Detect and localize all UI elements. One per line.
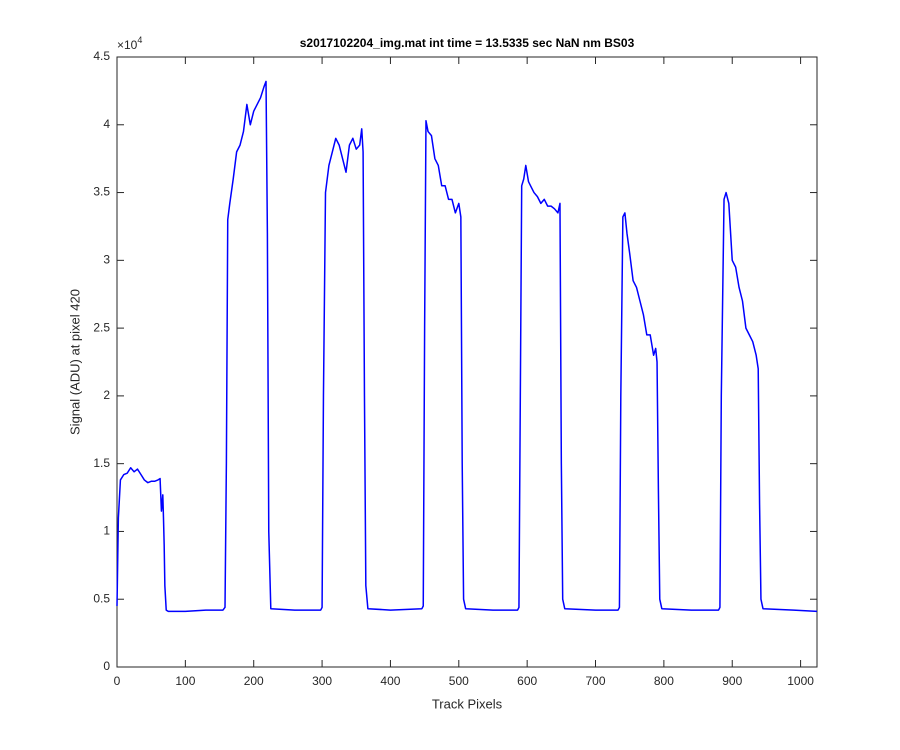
x-tick-label: 500 [449,674,469,688]
x-tick-label: 900 [722,674,742,688]
y-multiplier-base: ×10 [117,38,138,52]
x-tick-label: 100 [175,674,195,688]
y-tick-label: 4.5 [93,49,110,63]
y-tick-label: 4 [103,117,110,131]
y-multiplier: ×104 [117,35,142,52]
x-tick-label: 0 [114,674,121,688]
y-tick-label: 2 [103,388,110,402]
chart-title: s2017102204_img.mat int time = 13.5335 s… [300,36,635,50]
x-tick-label: 300 [312,674,332,688]
y-tick-label: 3 [103,253,110,267]
y-tick-label: 3.5 [93,185,110,199]
x-axis-label: Track Pixels [432,696,503,711]
x-tick-label: 400 [380,674,400,688]
y-tick-label: 0.5 [93,591,110,605]
axes-box [116,56,818,668]
data-line [116,80,818,613]
y-tick-label: 1 [103,524,110,538]
y-axis-label: Signal (ADU) at pixel 420 [67,289,82,435]
x-tick-label: 800 [654,674,674,688]
y-tick-label: 0 [103,659,110,673]
x-tick-label: 600 [517,674,537,688]
x-tick-label: 1000 [787,674,814,688]
y-multiplier-exponent: 4 [137,35,142,45]
y-tick-label: 2.5 [93,320,110,334]
y-tick-label: 1.5 [93,456,110,470]
x-tick-label: 200 [244,674,264,688]
x-tick-label: 700 [586,674,606,688]
